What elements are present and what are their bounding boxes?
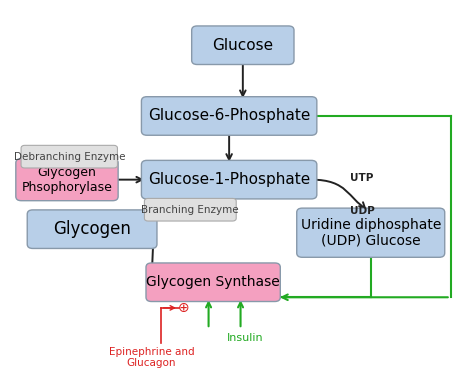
FancyBboxPatch shape xyxy=(297,208,445,257)
FancyBboxPatch shape xyxy=(141,160,317,199)
Text: Glucose-1-Phosphate: Glucose-1-Phosphate xyxy=(148,172,310,187)
Text: Debranching Enzyme: Debranching Enzyme xyxy=(13,152,125,162)
Text: Uridine diphosphate
(UDP) Glucose: Uridine diphosphate (UDP) Glucose xyxy=(301,217,441,248)
FancyBboxPatch shape xyxy=(191,26,294,65)
FancyBboxPatch shape xyxy=(145,198,236,221)
FancyBboxPatch shape xyxy=(16,159,118,201)
Text: Branching Enzyme: Branching Enzyme xyxy=(142,205,239,215)
Text: Epinephrine and
Glucagon: Epinephrine and Glucagon xyxy=(109,347,194,369)
FancyBboxPatch shape xyxy=(141,97,317,135)
Text: UDP: UDP xyxy=(350,207,375,216)
Text: Glucose: Glucose xyxy=(212,38,273,53)
FancyBboxPatch shape xyxy=(146,263,280,301)
Text: Insulin: Insulin xyxy=(227,333,264,343)
FancyBboxPatch shape xyxy=(27,210,157,248)
Text: Glycogen Synthase: Glycogen Synthase xyxy=(146,275,280,289)
Text: Glycogen
Phsophorylase: Glycogen Phsophorylase xyxy=(21,166,112,194)
Text: UTP: UTP xyxy=(350,173,374,183)
FancyBboxPatch shape xyxy=(21,145,118,168)
Text: Glycogen: Glycogen xyxy=(53,220,131,238)
Text: ⊕: ⊕ xyxy=(178,301,189,315)
Text: Glucose-6-Phosphate: Glucose-6-Phosphate xyxy=(148,109,310,123)
